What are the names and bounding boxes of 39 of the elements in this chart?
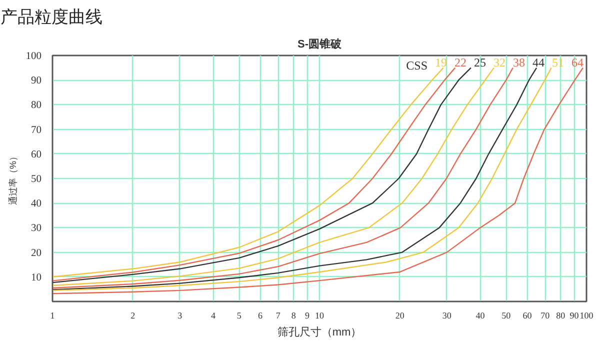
x-tick-label: 70 [540, 310, 550, 320]
x-tick-label: 40 [476, 310, 486, 320]
y-tick-label: 90 [31, 76, 42, 87]
y-tick-label: 20 [31, 248, 42, 259]
series-label: 25 [474, 56, 486, 70]
x-tick-label: 1 [50, 310, 55, 320]
x-tick-label: 5 [236, 310, 242, 320]
x-tick-label: 60 [522, 310, 532, 320]
x-tick-label: 6 [258, 310, 264, 320]
x-tick-label: 30 [442, 310, 452, 320]
x-tick-label: 100 [580, 310, 594, 320]
annotation: CSS [406, 58, 428, 72]
y-axis-title: 通过率（%） [8, 152, 18, 205]
y-tick-label: 70 [31, 124, 42, 136]
series-label: 44 [532, 56, 544, 70]
x-tick-label: 80 [556, 310, 566, 320]
chart-title: 产品粒度曲线 [0, 8, 102, 26]
x-tick-label: 2 [130, 310, 136, 320]
x-tick-label: 9 [305, 310, 310, 320]
y-tick-label: 10 [31, 272, 42, 284]
y-tick-label: 60 [31, 149, 42, 160]
x-tick-label: 3 [178, 310, 183, 320]
x-tick-label: 20 [395, 310, 405, 320]
x-tick-label: 7 [276, 310, 281, 320]
x-tick-label: 4 [211, 310, 216, 320]
series-label: 32 [494, 56, 506, 70]
y-tick-label: 50 [31, 174, 42, 185]
y-tick-label: 80 [31, 100, 42, 112]
x-tick-label: 50 [502, 310, 512, 320]
series-label: 22 [454, 56, 466, 70]
x-tick-label: 8 [291, 310, 296, 320]
x-tick-label: 10 [315, 310, 324, 320]
series-label: 38 [513, 56, 525, 70]
y-tick-label: 30 [31, 223, 42, 234]
y-tick-label: 40 [31, 198, 42, 210]
x-axis-title: 筛孔尺寸（mm） [277, 326, 362, 338]
chart-subtitle: S-圆锥破 [298, 38, 342, 50]
y-tick-label: 100 [26, 51, 42, 62]
x-tick-label: 90 [570, 310, 580, 320]
